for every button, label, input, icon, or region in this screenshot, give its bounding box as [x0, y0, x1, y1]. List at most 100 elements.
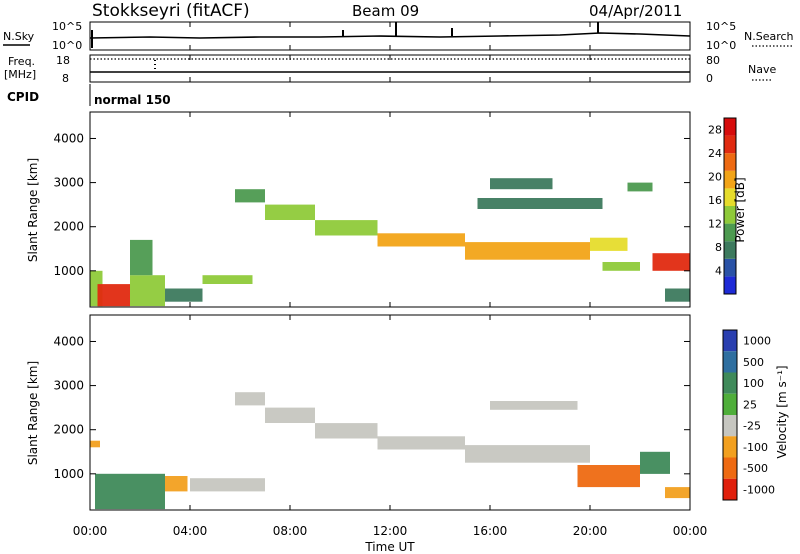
velocity-colorbar-swatch-0 [723, 330, 737, 352]
freq-label-line2: [MHz] [4, 68, 36, 81]
velocity-colorbar-tick-7: -1000 [743, 483, 775, 496]
velocity-yticks: 1000 2000 3000 4000 [53, 334, 690, 481]
cpid-panel: CPID normal 150 [7, 84, 171, 107]
power-region-13 [490, 178, 553, 190]
xtick-label-4: 16:00 [473, 524, 508, 538]
velocity-region-8 [465, 445, 590, 463]
power-colorbar-tick-4: 20 [708, 171, 722, 184]
nsky-ytick-top: 10^5 [52, 20, 82, 33]
power-colorbar-label: Power [dB] [733, 177, 747, 242]
ytick-label-0: 1000 [53, 467, 84, 481]
power-yticks: 1000 2000 3000 4000 [53, 131, 690, 278]
velocity-colorbar-label: Velocity [m s⁻¹] [775, 365, 789, 458]
power-region-10 [465, 242, 590, 260]
power-region-7 [265, 204, 315, 220]
ytick-label-1: 2000 [53, 423, 84, 437]
velocity-colorbar-frame [722, 329, 738, 501]
velocity-colorbar-swatch-4 [723, 415, 737, 437]
power-colorbar-tick-0: 4 [715, 265, 722, 278]
freq-ytick-top: 18 [56, 54, 70, 67]
ytick-label-2: 3000 [53, 176, 84, 190]
nave-label: Nave [748, 63, 776, 76]
velocity-region-11 [640, 451, 670, 474]
power-region-4 [165, 288, 203, 302]
velocity-colorbar-tick-3: 25 [743, 398, 757, 411]
velocity-colorbar-swatch-7 [723, 478, 737, 500]
velocity-colorbar-swatch-3 [723, 393, 737, 415]
power-colorbar-swatch-0 [724, 276, 736, 294]
power-colorbar-tick-3: 16 [708, 194, 722, 207]
velocity-colorbar: 1000 500 100 25 -25 -100 -500 -1000 [722, 329, 775, 501]
velocity-colorbar-tick-5: -100 [743, 441, 768, 454]
velocity-region-9 [490, 401, 578, 410]
power-region-6 [235, 189, 265, 203]
time-axis: 00:00 04:00 08:00 12:00 16:00 20:00 00:00 [73, 22, 708, 538]
power-region-17 [665, 288, 690, 302]
velocity-ylabel: Slant Range [km] [26, 361, 40, 465]
power-region-3 [130, 239, 153, 276]
velocity-region-0 [90, 440, 100, 448]
power-region-1 [97, 284, 130, 307]
velocity-region-12 [665, 487, 690, 499]
ytick-label-3: 4000 [53, 131, 84, 145]
power-region-11 [590, 237, 628, 251]
velocity-region-3 [190, 478, 265, 492]
nsearch-label: N.Search [744, 30, 794, 43]
velocity-region-5 [265, 407, 315, 423]
xtick-label-3: 12:00 [373, 524, 408, 538]
velocity-colorbar-tick-6: -500 [743, 462, 768, 475]
freq-rtick-bottom: 0 [706, 72, 713, 85]
xtick-label-6: 00:00 [673, 524, 708, 538]
velocity-colorbar-swatch-1 [723, 351, 737, 373]
freq-panel: Freq. [MHz] 18 8 80 0 Nave [4, 54, 776, 85]
power-colorbar-tick-6: 28 [708, 124, 722, 137]
nsky-ytick-bottom: 10^0 [52, 39, 82, 52]
velocity-colorbar-tick-1: 500 [743, 356, 764, 369]
ytick-label-3: 4000 [53, 334, 84, 348]
nsky-trace [89, 32, 691, 39]
power-ylabel: Slant Range [km] [26, 158, 40, 262]
power-region-12 [477, 198, 603, 209]
power-colorbar-swatch-2 [724, 241, 736, 259]
power-region-15 [602, 262, 640, 271]
velocity-colorbar-tick-2: 100 [743, 377, 764, 390]
velocity-region-2 [165, 476, 188, 492]
power-panel: 1000 2000 3000 4000 Slant Range [km] [26, 111, 691, 308]
power-region-14 [627, 182, 653, 192]
cpid-label: CPID [7, 90, 39, 104]
power-colorbar-swatch-6 [724, 170, 736, 189]
velocity-region-4 [235, 392, 265, 406]
power-colorbar-frame [723, 117, 737, 295]
velocity-region-10 [577, 465, 640, 488]
power-colorbar-swatch-1 [724, 258, 736, 277]
power-region-5 [202, 275, 253, 284]
cpid-value: normal 150 [94, 93, 171, 107]
power-colorbar-tick-1: 8 [715, 241, 722, 254]
velocity-data-layer [90, 392, 690, 510]
freq-ytick-bottom: 8 [62, 72, 69, 85]
ytick-label-1: 2000 [53, 220, 84, 234]
velocity-panel: 1000 2000 3000 4000 Slant Range [km] [26, 314, 691, 511]
freq-rtick-top: 80 [706, 54, 720, 67]
power-colorbar-swatch-4 [724, 206, 736, 224]
power-frame [89, 111, 691, 308]
power-region-2 [130, 275, 165, 307]
ytick-label-0: 1000 [53, 264, 84, 278]
station-title: Stokkseyri (fitACF) [92, 1, 250, 21]
power-data-layer [90, 178, 690, 307]
velocity-region-7 [377, 436, 465, 450]
nsky-label: N.Sky [3, 30, 35, 43]
date-title: 04/Apr/2011 [589, 2, 682, 20]
nsky-spikes [91, 22, 599, 48]
time-axis-label: Time UT [364, 540, 415, 554]
velocity-colorbar-tick-0: 1000 [743, 335, 771, 348]
power-region-8 [315, 220, 378, 236]
power-colorbar-swatch-7 [724, 153, 736, 171]
xtick-label-1: 04:00 [173, 524, 208, 538]
power-colorbar-swatch-8 [724, 135, 736, 154]
power-colorbar: 4 8 12 16 20 24 28 [708, 117, 737, 295]
power-region-16 [652, 253, 690, 271]
power-colorbar-swatch-9 [724, 118, 736, 136]
beam-title: Beam 09 [352, 2, 419, 20]
